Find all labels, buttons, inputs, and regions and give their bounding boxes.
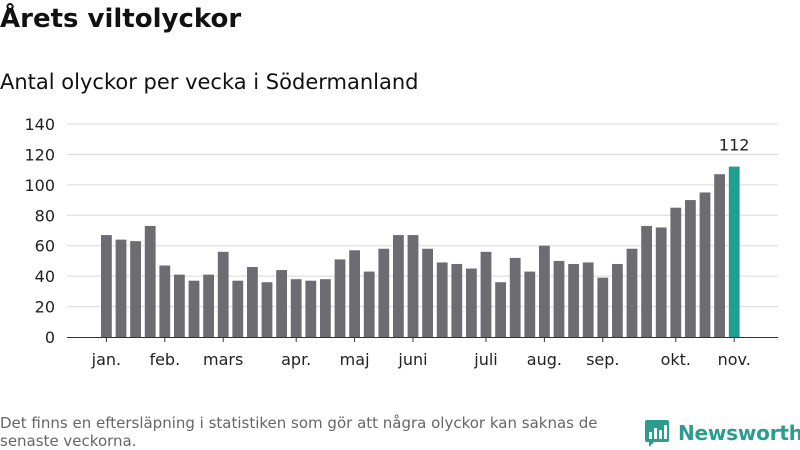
bar [115, 239, 127, 337]
bar [261, 282, 273, 337]
bar [436, 262, 448, 337]
x-tick-label: okt. [661, 350, 691, 369]
bar [393, 235, 404, 337]
bar-highlight [728, 166, 740, 337]
bar [655, 227, 667, 337]
x-tick-label: maj [340, 350, 370, 369]
x-tick-label: nov. [718, 350, 751, 369]
x-tick-label: jan. [91, 350, 121, 369]
bar [568, 263, 579, 337]
x-tick-label: sep. [586, 350, 619, 369]
x-tick-label: juli [473, 350, 497, 369]
bar [217, 251, 229, 337]
bar [290, 279, 302, 337]
bar [188, 280, 200, 337]
bar [685, 200, 696, 337]
x-tick-label: apr. [281, 350, 311, 369]
bar [320, 279, 331, 337]
bar [305, 280, 317, 337]
x-tick-label: juni [397, 350, 427, 369]
bar [101, 235, 112, 337]
bar [247, 267, 258, 337]
bar [714, 174, 725, 337]
bar [276, 270, 287, 337]
bar [597, 277, 609, 337]
bar [422, 248, 433, 337]
y-tick-label: 120 [24, 145, 55, 164]
bar [524, 271, 536, 337]
y-tick-label: 140 [24, 115, 55, 134]
bar [509, 257, 521, 337]
bar [232, 280, 244, 337]
x-axis-ticks: jan. feb. mars apr. maj juni juli aug. sep. okt. n… [91, 337, 751, 369]
bar [407, 235, 419, 337]
bar [612, 263, 623, 337]
bar [363, 271, 375, 337]
y-tick-label: 80 [35, 206, 55, 225]
annotations: 112 [719, 136, 750, 155]
y-tick-label: 40 [35, 267, 55, 286]
bar [174, 274, 185, 337]
y-axis-ticks: 0 20 40 60 80 100 120 140 [24, 115, 55, 347]
bar [144, 225, 156, 337]
bar-chart-logo-icon [645, 420, 669, 447]
bar [378, 248, 390, 337]
bar [480, 251, 492, 337]
bars [101, 166, 740, 337]
bar [626, 248, 638, 337]
bar [582, 262, 594, 337]
bar [466, 268, 477, 337]
bar [349, 250, 360, 337]
bar [539, 245, 550, 337]
bar [670, 207, 682, 337]
y-tick-label: 0 [45, 328, 55, 347]
bar-chart: 0 20 40 60 80 100 120 140 jan. feb. mars apr. maj ju… [24, 115, 778, 369]
x-tick-label: aug. [527, 350, 562, 369]
x-tick-label: mars [203, 350, 243, 369]
bar [451, 263, 463, 337]
bar [553, 260, 565, 337]
y-tick-label: 20 [35, 298, 55, 317]
newsworthy-logo[interactable]: Newsworthy [644, 418, 800, 448]
x-tick-label: feb. [149, 350, 180, 369]
bar [130, 241, 141, 337]
footnote: Det finns en eftersläpning i statistiken… [0, 414, 598, 450]
bar [641, 225, 652, 337]
chart-title: Årets viltolyckor [0, 4, 242, 34]
bar [203, 274, 214, 337]
chart-subtitle: Antal olyckor per vecka i Södermanland [0, 70, 419, 94]
bar [495, 282, 506, 337]
bar [334, 259, 346, 337]
y-tick-label: 100 [24, 176, 55, 195]
bar [159, 265, 171, 337]
y-tick-label: 60 [35, 237, 55, 256]
bar [699, 192, 711, 337]
data-label-last: 112 [719, 136, 750, 155]
logo-text: Newsworthy [678, 421, 800, 445]
